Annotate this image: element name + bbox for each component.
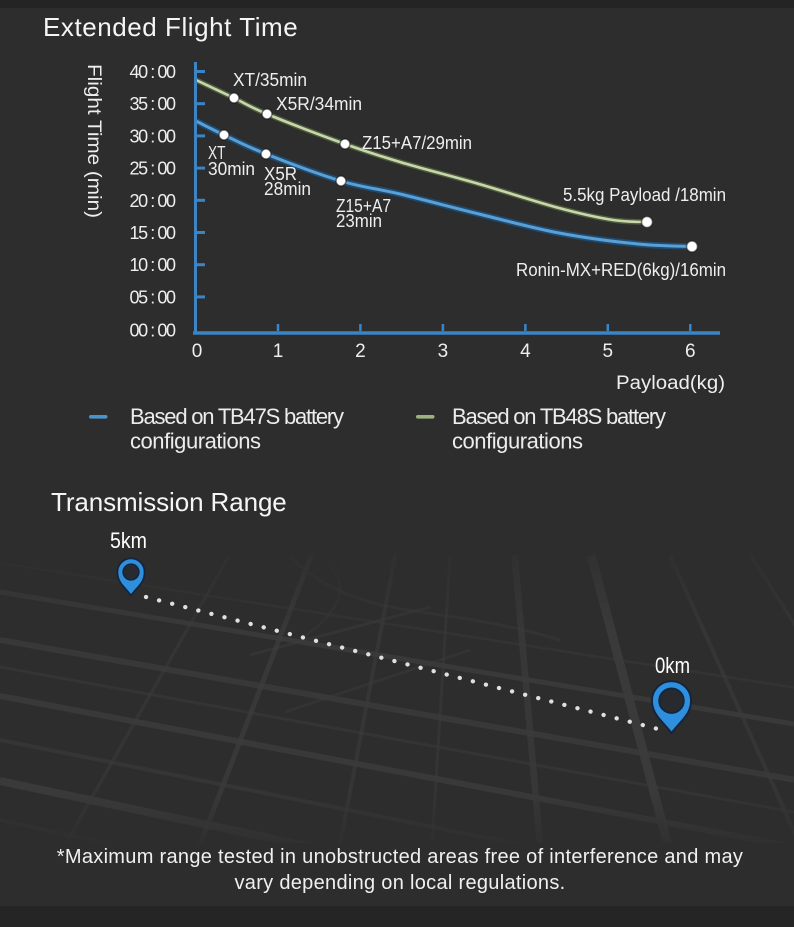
svg-text:X5R/34min: X5R/34min: [276, 94, 362, 114]
svg-text:4: 4: [520, 341, 531, 362]
svg-text:00 : 00: 00 : 00: [130, 321, 177, 341]
svg-text:0: 0: [192, 341, 203, 362]
svg-text:15 : 00: 15 : 00: [130, 223, 177, 243]
svg-text:Z15+A7: Z15+A7: [336, 196, 391, 216]
svg-text:Payload(kg): Payload(kg): [616, 373, 725, 394]
svg-text:Ronin-MX+RED(6kg)/16min: Ronin-MX+RED(6kg)/16min: [516, 260, 726, 280]
svg-text:Z15+A7/29min: Z15+A7/29min: [362, 133, 472, 153]
svg-text:0km: 0km: [655, 653, 690, 678]
svg-text:28min: 28min: [264, 179, 311, 199]
svg-text:30 : 00: 30 : 00: [130, 126, 177, 146]
svg-text:10 : 00: 10 : 00: [130, 255, 177, 275]
svg-text:25 : 00: 25 : 00: [130, 159, 177, 179]
svg-text:XT: XT: [208, 143, 226, 163]
svg-text:Based on TB47S battery: Based on TB47S battery: [130, 404, 344, 429]
svg-text:35 : 00: 35 : 00: [130, 94, 177, 114]
svg-text:30min: 30min: [208, 159, 255, 179]
svg-text:5.5kg Payload /18min: 5.5kg Payload /18min: [563, 185, 726, 205]
svg-text:05 : 00: 05 : 00: [130, 287, 177, 307]
svg-text:Flight Time (min): Flight Time (min): [83, 64, 104, 218]
svg-text:20 : 00: 20 : 00: [130, 191, 177, 211]
svg-text:5km: 5km: [110, 528, 147, 553]
svg-text:2: 2: [355, 341, 366, 362]
svg-text:configurations: configurations: [130, 429, 261, 454]
svg-text:23min: 23min: [336, 211, 382, 231]
svg-text:40 : 00: 40 : 00: [130, 62, 177, 82]
svg-text:configurations: configurations: [452, 429, 583, 454]
svg-text:3: 3: [438, 341, 449, 362]
svg-text:Based on TB48S battery: Based on TB48S battery: [452, 404, 666, 429]
svg-text:6: 6: [685, 341, 696, 362]
svg-text:XT/35min: XT/35min: [233, 70, 307, 90]
svg-text:1: 1: [273, 341, 284, 362]
svg-text:5: 5: [603, 341, 614, 362]
svg-text:X5R: X5R: [264, 164, 297, 184]
